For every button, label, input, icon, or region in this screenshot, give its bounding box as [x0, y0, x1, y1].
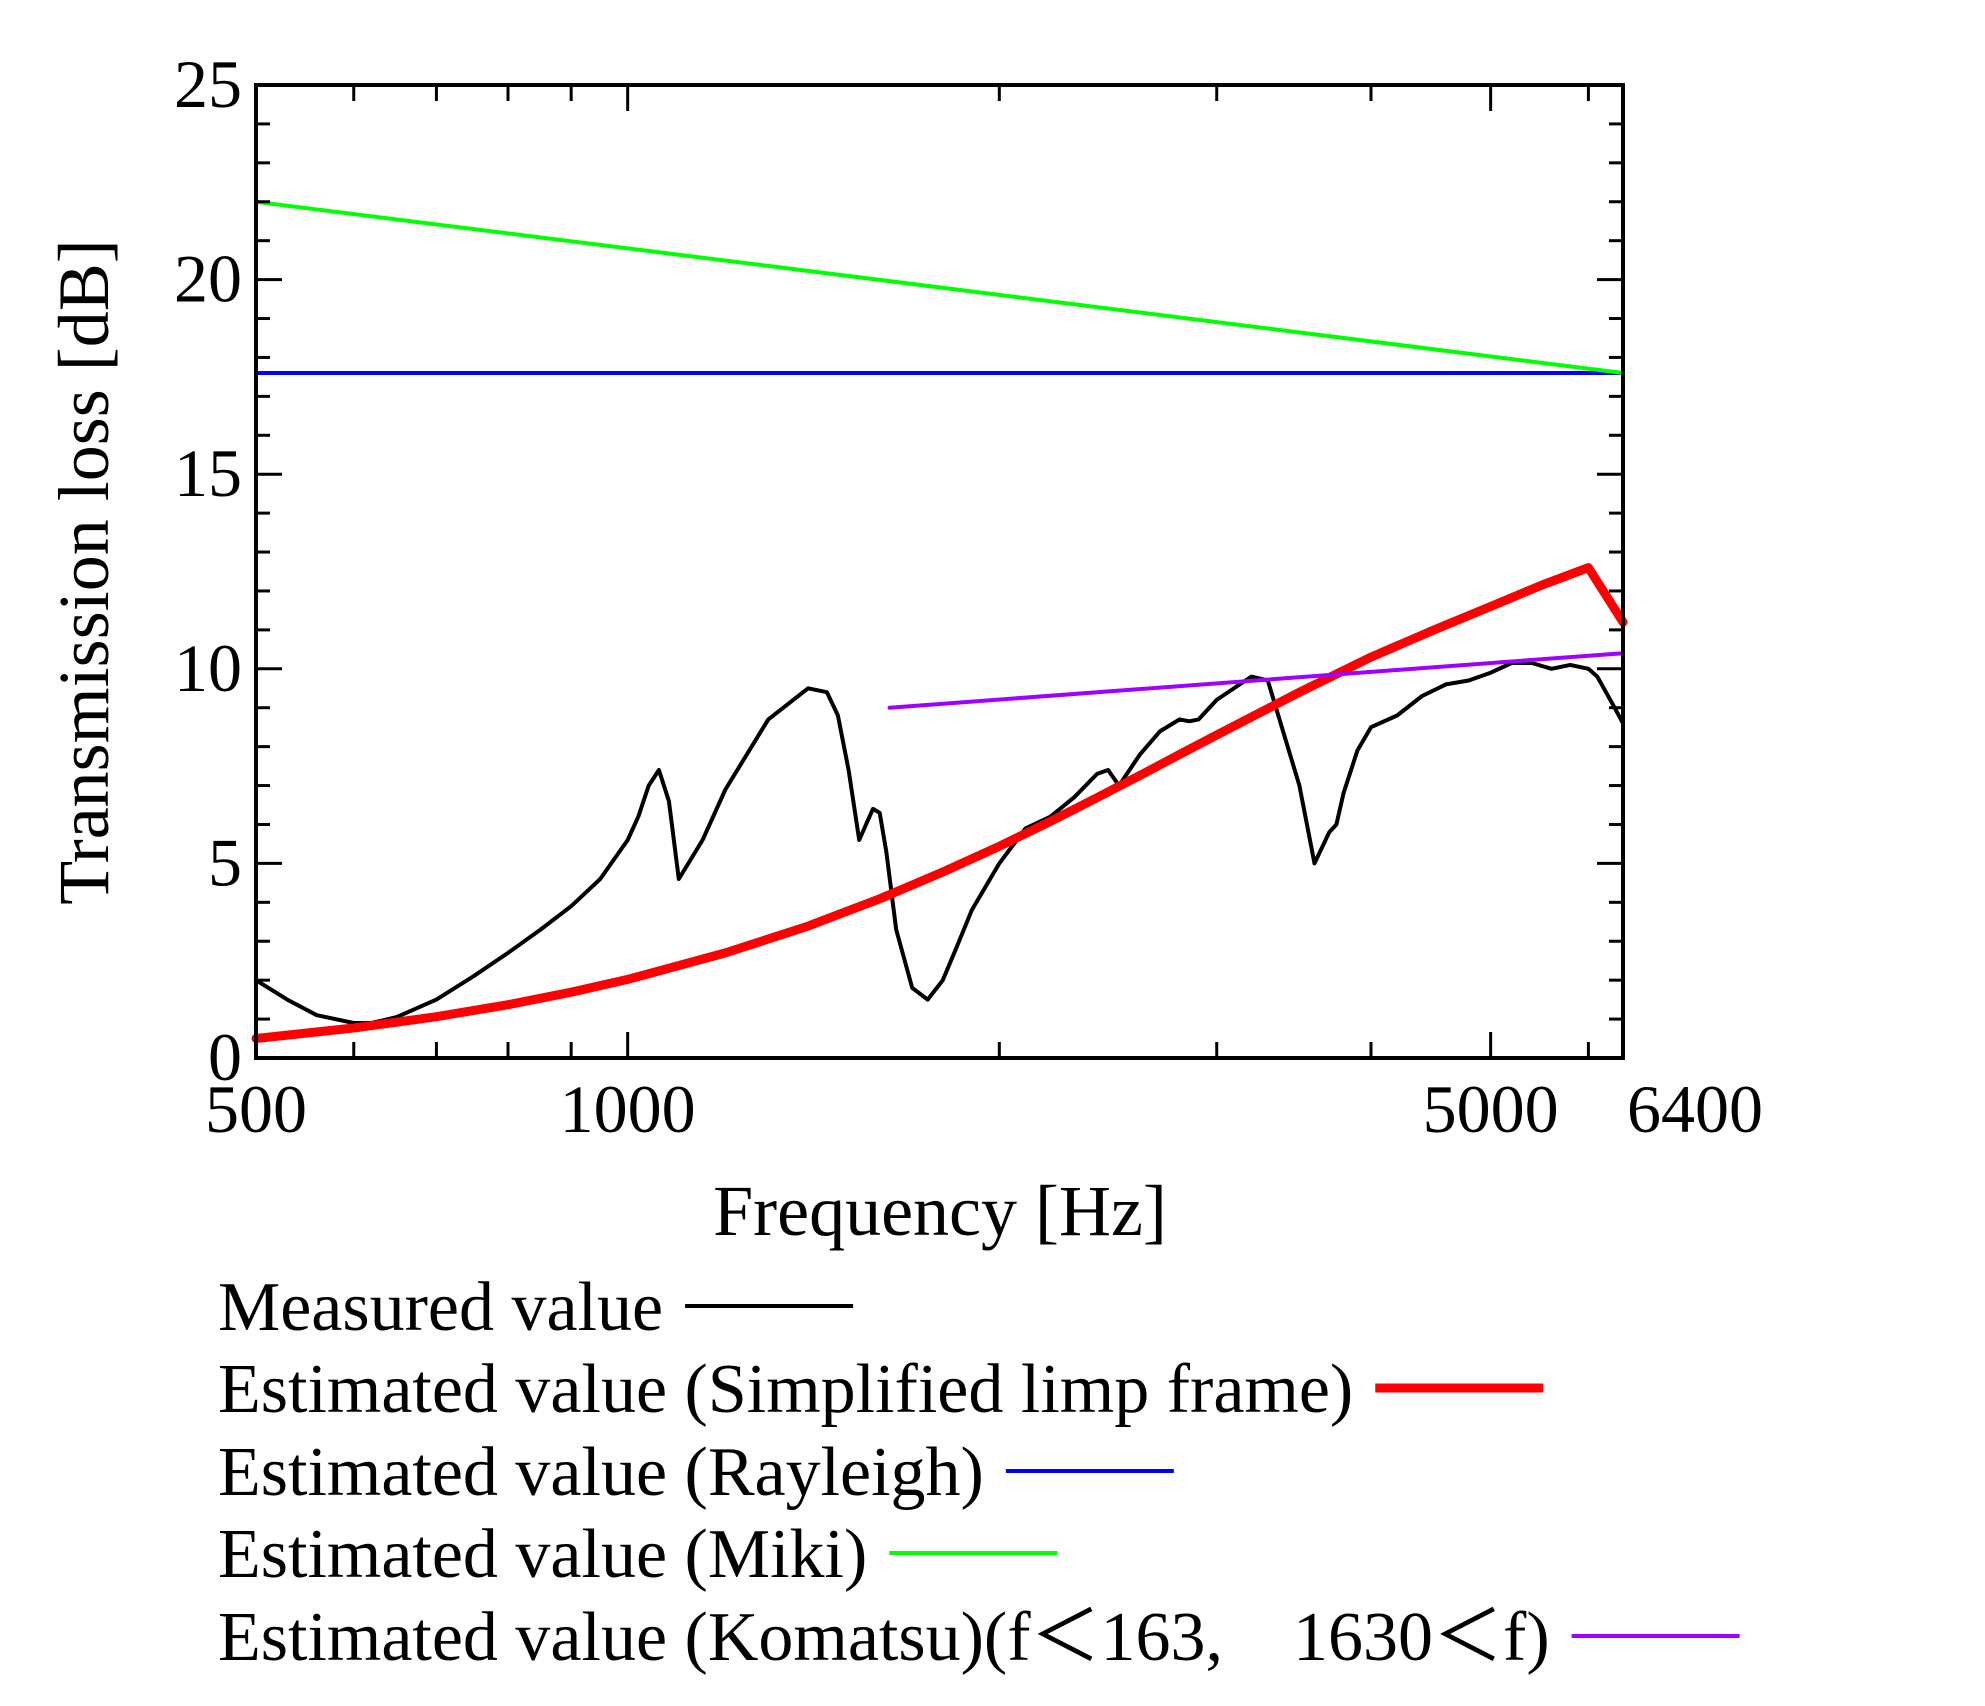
y-tick-label: 10: [174, 630, 242, 706]
series-layer: [251, 199, 1628, 1043]
ticks-layer: [254, 83, 1625, 1060]
legend-label-2: Estimated value (Simplified limp frame): [218, 1351, 1353, 1428]
x-tick-label: 5000: [1423, 1071, 1559, 1147]
legend-label-3: Estimated value (Rayleigh): [218, 1434, 984, 1511]
x-tick-label: 500: [205, 1071, 307, 1147]
x-tick-label: 6400: [1627, 1071, 1763, 1147]
plot-frame: [254, 83, 1625, 1060]
labels-layer: 0 5 10 15 20 25 500 1000 5000 6400: [174, 46, 1763, 1147]
series-line-4: [254, 199, 1625, 375]
x-tick-label: 1000: [560, 1071, 696, 1147]
x-axis-title: Frequency [Hz]: [713, 1171, 1167, 1251]
legend-label-5: Estimated value (Komatsu)(f＜163, 1630＜f): [218, 1599, 1550, 1676]
legend-label-4: Estimated value (Miki): [218, 1516, 867, 1593]
y-tick-label: 15: [174, 435, 242, 511]
legend-label-1: Measured value: [218, 1269, 663, 1346]
series-line-2: [251, 563, 1628, 1043]
y-tick-label: 0: [208, 1019, 242, 1095]
series-line-1: [254, 661, 1625, 1025]
y-axis-title: Transmission loss [dB]: [44, 239, 124, 904]
y-tick-label: 25: [174, 46, 242, 122]
series-line-5: [887, 651, 1625, 710]
y-tick-label: 20: [174, 241, 242, 317]
y-tick-label: 5: [208, 824, 242, 900]
